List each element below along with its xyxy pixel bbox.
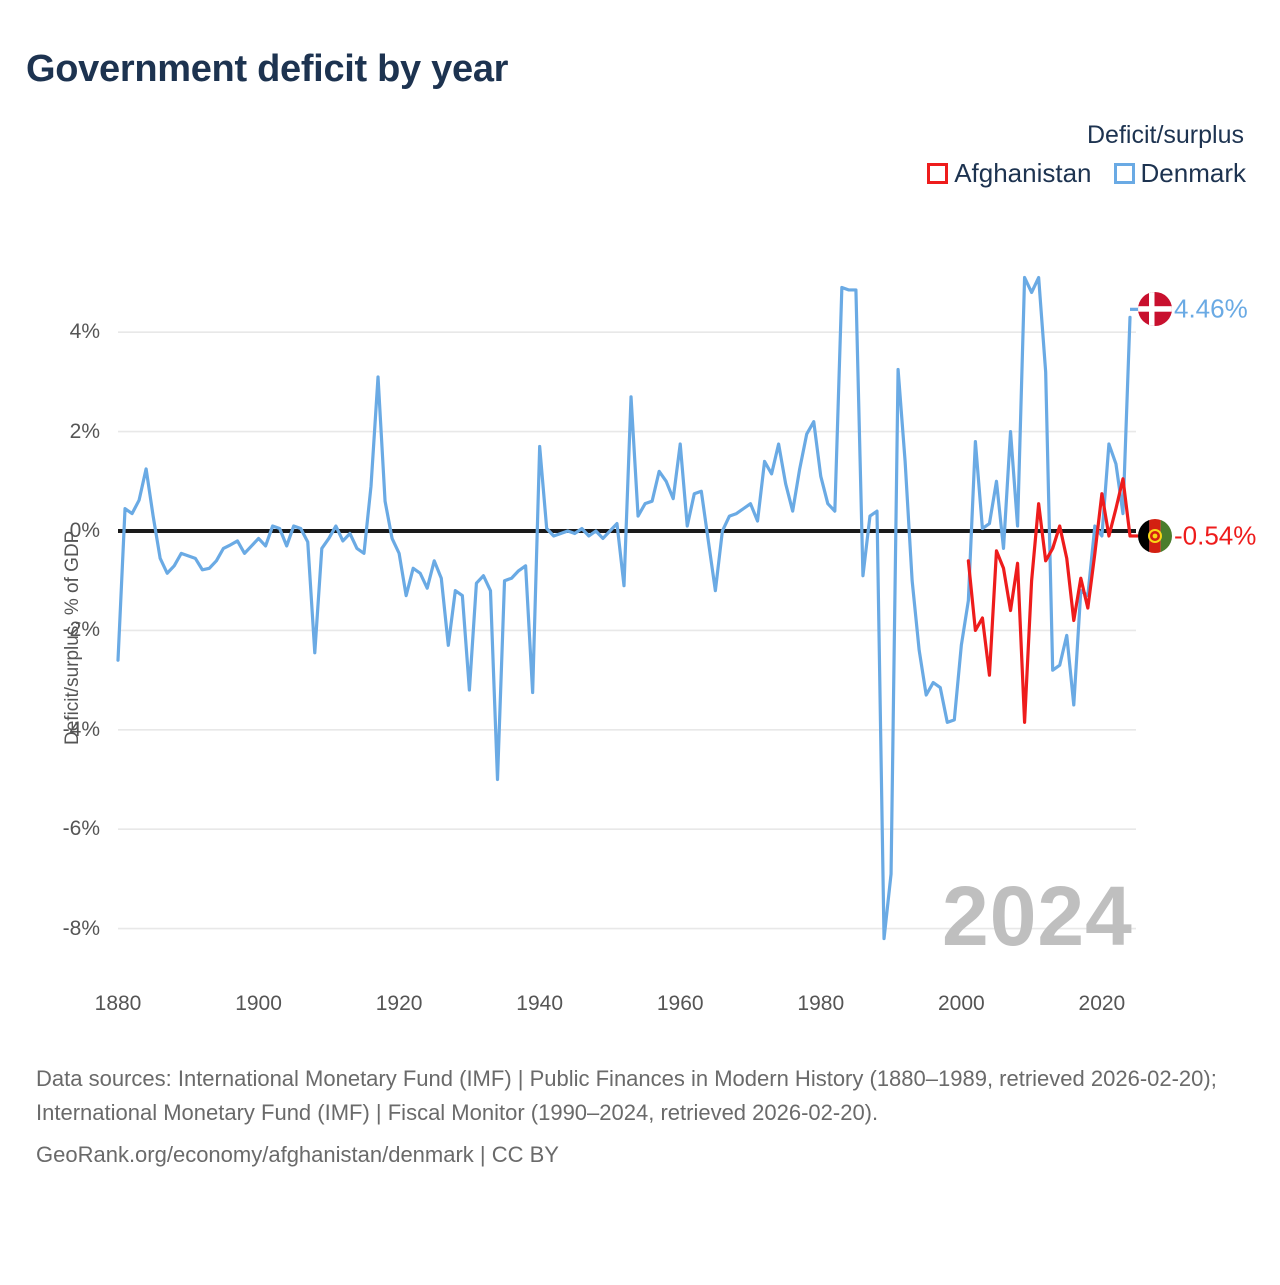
y-axis-tick-label: -8% (62, 916, 100, 940)
footer: Data sources: International Monetary Fun… (36, 1062, 1252, 1172)
legend-swatch-denmark (1113, 163, 1135, 184)
legend-swatch-afghanistan (927, 163, 949, 184)
legend-item-denmark[interactable]: Denmark (1113, 158, 1246, 189)
x-axis-tick-label: 1900 (235, 992, 282, 1015)
x-axis-tick-label: 1980 (797, 992, 845, 1015)
series-line-afghanistan[interactable] (966, 477, 1132, 724)
legend-items: Afghanistan Denmark (927, 158, 1246, 189)
legend-title: Deficit/surplus (1087, 121, 1244, 149)
series-line-denmark[interactable] (116, 275, 1132, 941)
y-axis-tick-label: 4% (69, 320, 100, 344)
flag-icon-denmark (1138, 292, 1172, 327)
y-axis-tick-label: 2% (69, 419, 100, 443)
x-axis-tick-label: 1880 (94, 992, 142, 1015)
end-value-label-denmark: 4.46% (1174, 293, 1248, 324)
legend-item-afghanistan[interactable]: Afghanistan (927, 158, 1092, 189)
x-axis-tick-label: 1940 (516, 992, 564, 1015)
footer-attribution: GeoRank.org/economy/afghanistan/denmark … (36, 1142, 559, 1167)
x-axis-tick-label: 2000 (937, 992, 985, 1015)
y-axis-tick-label: -4% (62, 717, 100, 741)
x-axis-tick-label: 1920 (375, 992, 423, 1015)
end-value-label-afghanistan: -0.54% (1174, 520, 1257, 551)
y-axis-tick-label: -6% (62, 817, 100, 841)
y-axis-title: Deficit/surplus, % of GDP (62, 530, 83, 745)
y-axis-tick-label: 0% (69, 519, 100, 542)
legend: Deficit/surplus Afghanistan Denmark (927, 120, 1246, 189)
page-title: Government deficit by year (26, 48, 509, 90)
legend-label-afghanistan: Afghanistan (954, 158, 1092, 188)
legend-label-denmark: Denmark (1140, 158, 1246, 188)
footer-sources: Data sources: International Monetary Fun… (36, 1066, 1217, 1125)
x-axis-tick-label: 1960 (656, 992, 704, 1015)
year-watermark: 2024 (942, 869, 1133, 963)
y-axis-tick-label: -2% (62, 618, 100, 642)
flag-icon-afghanistan (1138, 518, 1172, 553)
x-axis-tick-label: 2020 (1078, 992, 1126, 1015)
